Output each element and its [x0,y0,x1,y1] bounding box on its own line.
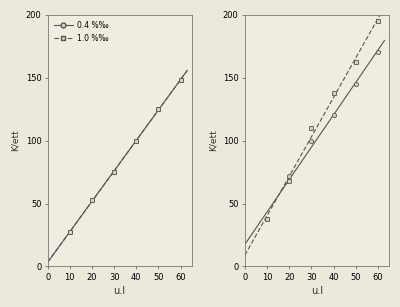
X-axis label: u.I: u.I [114,286,126,296]
Y-axis label: K/ett: K/ett [11,130,20,151]
X-axis label: u.I: u.I [311,286,323,296]
Y-axis label: K/ett: K/ett [208,130,217,151]
Legend: 0.4 %‰, 1.0 %‰: 0.4 %‰, 1.0 %‰ [51,18,112,46]
